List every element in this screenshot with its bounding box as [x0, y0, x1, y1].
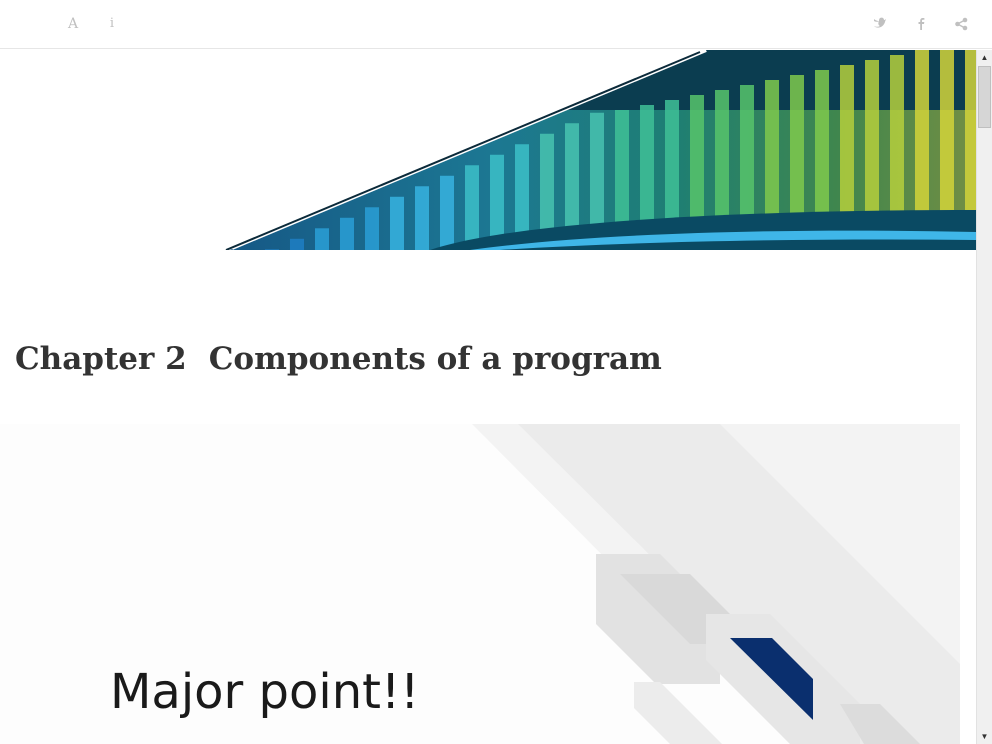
banner-bar [390, 196, 404, 250]
banner-bar [815, 70, 829, 250]
slide-heading: Major point!! [110, 664, 420, 720]
banner-bar [940, 50, 954, 250]
banner-bar [915, 50, 929, 250]
banner-bar [590, 112, 604, 250]
banner-bar [515, 144, 529, 250]
banner-bar [490, 154, 504, 250]
banner-bar [865, 60, 879, 250]
book-content: Chapter 2 Components of a program Major p… [0, 50, 976, 744]
banner-bar [565, 123, 579, 250]
chapter-title: Chapter 2 Components of a program [15, 341, 662, 377]
banner-bar [765, 80, 779, 250]
slide-accent-shape [730, 638, 813, 720]
share-icon[interactable] [954, 14, 970, 34]
facebook-icon[interactable] [916, 14, 930, 34]
slide-image: Major point!! [0, 424, 960, 744]
banner-bar [540, 133, 554, 250]
banner-bar [415, 186, 429, 250]
banner-bar [665, 100, 679, 250]
banner-bar [440, 175, 454, 250]
banner-bar [315, 228, 329, 250]
info-button[interactable]: i [109, 16, 115, 31]
banner-bar [965, 50, 976, 250]
banner-bar [615, 110, 629, 250]
scroll-down-arrow[interactable]: ▼ [977, 729, 992, 744]
chapter-number: Chapter 2 [15, 341, 187, 377]
banner-bar [890, 55, 904, 250]
chapter-name: Components of a program [208, 341, 662, 377]
slide-background-shapes [0, 424, 960, 744]
twitter-icon[interactable] [873, 14, 889, 34]
vertical-scrollbar[interactable]: ▲ ▼ [976, 50, 992, 744]
banner-bar [290, 238, 304, 250]
banner-bar [715, 90, 729, 250]
banner-bar [340, 217, 354, 250]
banner-bar [365, 207, 379, 250]
banner-bar [790, 75, 804, 250]
top-toolbar: A i [0, 0, 992, 49]
banner-bar [840, 65, 854, 250]
banner-bar [640, 105, 654, 250]
banner-bar [740, 85, 754, 250]
banner-bar [265, 249, 279, 250]
banner-bar [465, 165, 479, 250]
font-settings-button[interactable]: A [67, 16, 79, 32]
scroll-thumb[interactable] [978, 66, 991, 128]
banner-bar [690, 95, 704, 250]
chapter-banner-image [225, 50, 976, 250]
scroll-up-arrow[interactable]: ▲ [977, 50, 992, 65]
banner-bars [265, 50, 976, 250]
